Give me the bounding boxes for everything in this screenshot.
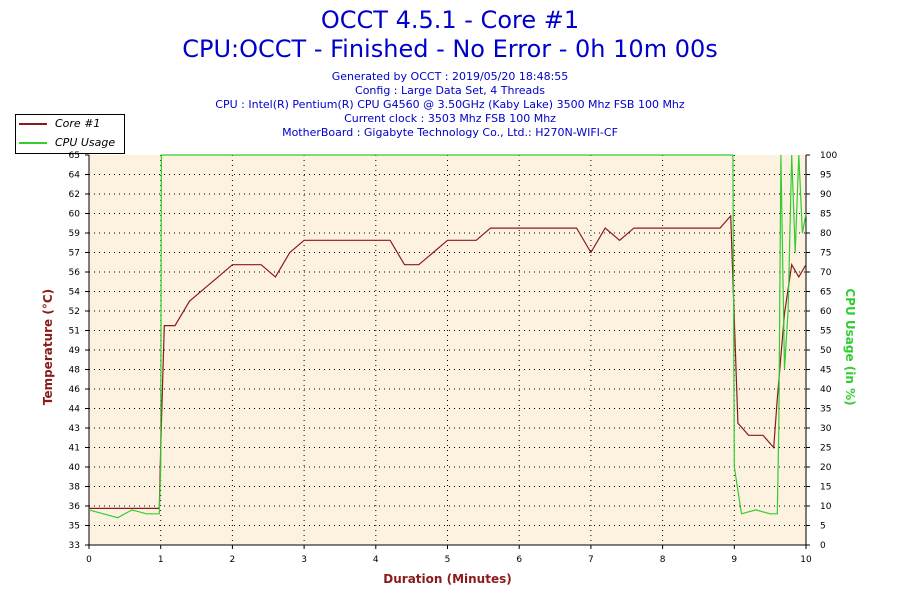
y-tick-label-right: 35 <box>820 405 831 415</box>
y-tick-label-left: 48 <box>69 366 81 376</box>
y-tick-label-left: 46 <box>69 385 81 395</box>
x-tick-label: 8 <box>660 555 666 565</box>
info-cpu: CPU : Intel(R) Pentium(R) CPU G4560 @ 3.… <box>215 98 685 111</box>
y-tick-label-left: 44 <box>69 405 81 415</box>
series-line-core <box>89 214 807 509</box>
x-tick-label: 4 <box>373 555 379 565</box>
y-tick-label-right: 95 <box>820 171 831 181</box>
chart-subtitle: CPU:OCCT - Finished - No Error - 0h 10m … <box>182 35 718 63</box>
legend-swatch-core <box>19 123 47 125</box>
y-tick-label-left: 54 <box>69 288 81 298</box>
y-tick-label-left: 41 <box>69 444 80 454</box>
x-tick-label: 2 <box>230 555 236 565</box>
y-tick-label-right: 90 <box>820 190 832 200</box>
y-tick-label-left: 60 <box>69 210 81 220</box>
x-tick-label: 9 <box>731 555 737 565</box>
x-tick-label: 10 <box>800 555 812 565</box>
y-tick-label-left: 56 <box>69 268 81 278</box>
y-tick-label-right: 75 <box>820 249 831 259</box>
legend-item-core: Core #1 <box>16 115 124 133</box>
legend-label-core: Core #1 <box>55 117 101 130</box>
legend-swatch-usage <box>19 142 47 144</box>
info-clock: Current clock : 3503 Mhz FSB 100 Mhz <box>344 112 556 125</box>
y-tick-label-right: 80 <box>820 229 832 239</box>
y-tick-label-right: 20 <box>820 463 832 473</box>
y-tick-label-right: 30 <box>820 424 832 434</box>
y-tick-label-left: 51 <box>69 327 80 337</box>
y-tick-label-right: 60 <box>820 307 832 317</box>
info-generated: Generated by OCCT : 2019/05/20 18:48:55 <box>331 70 569 83</box>
y-tick-label-left: 62 <box>69 190 80 200</box>
x-tick-label: 7 <box>588 555 594 565</box>
y-tick-label-right: 5 <box>820 522 826 532</box>
y-tick-label-right: 50 <box>820 346 832 356</box>
x-tick-label: 5 <box>445 555 451 565</box>
info-motherboard: MotherBoard : Gigabyte Technology Co., L… <box>282 126 618 139</box>
y-tick-label-left: 57 <box>69 249 80 259</box>
y-tick-label-right: 65 <box>820 288 831 298</box>
x-tick-label: 6 <box>516 555 522 565</box>
y-tick-label-right: 40 <box>820 385 832 395</box>
y-tick-label-right: 100 <box>820 151 837 161</box>
y-tick-label-left: 49 <box>69 346 81 356</box>
y-tick-label-right: 10 <box>820 502 832 512</box>
y-tick-label-left: 36 <box>69 502 81 512</box>
y-tick-label-right: 85 <box>820 210 831 220</box>
y-tick-label-right: 15 <box>820 483 831 493</box>
x-tick-label: 1 <box>158 555 164 565</box>
y-tick-label-left: 64 <box>69 171 81 181</box>
y-tick-label-right: 55 <box>820 327 831 337</box>
x-tick-label: 0 <box>86 555 92 565</box>
series-line-usage <box>88 154 807 519</box>
y-tick-label-right: 70 <box>820 268 832 278</box>
y-tick-label-left: 35 <box>69 522 80 532</box>
y-tick-label-left: 43 <box>69 424 80 434</box>
y-tick-label-right: 25 <box>820 444 831 454</box>
y-tick-label-left: 59 <box>69 229 81 239</box>
y-axis-label-right: CPU Usage (in %) <box>843 288 857 406</box>
y-tick-label-left: 33 <box>69 541 80 551</box>
info-config: Config : Large Data Set, 4 Threads <box>355 84 545 97</box>
y-tick-label-left: 38 <box>69 483 81 493</box>
y-tick-label-left: 40 <box>69 463 81 473</box>
x-tick-label: 3 <box>301 555 307 565</box>
legend-label-usage: CPU Usage <box>55 136 116 149</box>
chart-title: OCCT 4.5.1 - Core #1 <box>320 6 580 34</box>
x-axis-label: Duration (Minutes) <box>383 572 512 586</box>
y-axis-label-left: Temperature (°C) <box>41 288 55 406</box>
y-tick-label-right: 0 <box>820 541 826 551</box>
y-tick-label-left: 52 <box>69 307 80 317</box>
y-tick-label-right: 45 <box>820 366 831 376</box>
legend-item-usage: CPU Usage <box>16 134 124 152</box>
legend: Core #1 CPU Usage <box>15 114 125 154</box>
y-tick-label-left: 65 <box>69 151 80 161</box>
